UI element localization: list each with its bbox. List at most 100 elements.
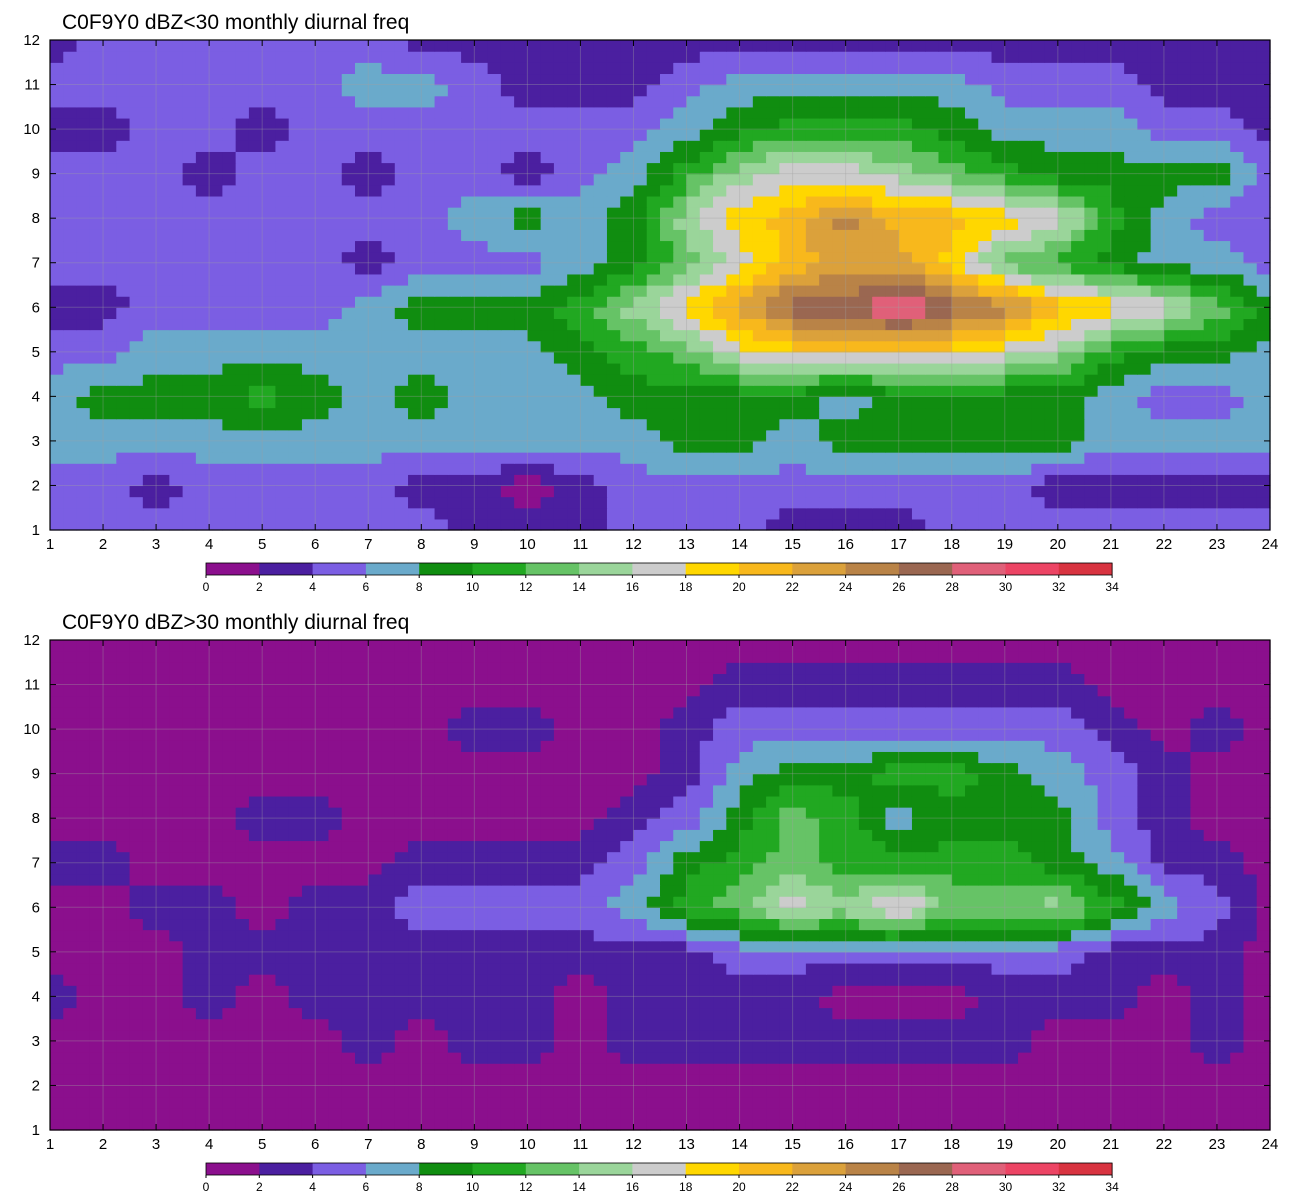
contour-cell (156, 240, 170, 253)
contour-cell (381, 318, 396, 331)
contour-cell (567, 418, 582, 431)
contour-cell (474, 507, 489, 520)
contour-cell (1084, 218, 1099, 230)
contour-cell (1216, 173, 1231, 186)
contour-cell (222, 440, 237, 453)
contour-cell (275, 207, 290, 219)
contour-cell (553, 140, 568, 152)
contour-cell (1203, 329, 1218, 342)
contour-cell (965, 51, 979, 63)
contour-cell (500, 1096, 515, 1109)
contour-cell (845, 195, 860, 208)
contour-cell (726, 95, 741, 108)
contour-cell (262, 1063, 277, 1075)
contour-cell (1256, 106, 1271, 119)
contour-cell (646, 340, 661, 353)
contour-cell (301, 184, 316, 197)
contour-cell (699, 418, 714, 431)
contour-cell (1256, 140, 1271, 152)
contour-cell (978, 362, 993, 375)
contour-cell (1256, 229, 1271, 242)
contour-cell (408, 1118, 422, 1131)
contour-cell (222, 496, 237, 509)
contour-cell (103, 1074, 117, 1087)
contour-cell (699, 496, 714, 509)
contour-cell (195, 173, 210, 186)
contour-cell (63, 340, 78, 353)
contour-cell (434, 340, 449, 353)
contour-cell (63, 229, 78, 242)
contour-cell (76, 151, 91, 164)
contour-cell (182, 95, 197, 108)
contour-cell (1190, 229, 1205, 242)
contour-cell (89, 173, 104, 186)
contour-cell (965, 307, 979, 320)
contour-cell (1071, 251, 1085, 264)
contour-cell (408, 396, 422, 409)
contour-cell (872, 229, 887, 242)
contour-cell (182, 496, 197, 509)
contour-cell (792, 162, 807, 175)
contour-cell (991, 1040, 1006, 1053)
contour-cell (514, 463, 528, 475)
contour-cell (580, 251, 595, 264)
contour-cell (805, 173, 820, 186)
contour-cell (394, 151, 409, 164)
contour-cell (89, 1074, 104, 1087)
contour-cell (925, 318, 940, 331)
contour-cell (1097, 474, 1112, 487)
contour-cell (129, 1085, 144, 1098)
contour-cell (991, 485, 1006, 498)
contour-cell (606, 1085, 621, 1098)
contour-cell (699, 507, 714, 520)
contour-cell (792, 429, 807, 442)
contour-cell (1177, 318, 1192, 331)
contour-cell (341, 418, 356, 431)
contour-cell (885, 463, 900, 475)
contour-cell (606, 1074, 621, 1087)
contour-cell (978, 318, 993, 331)
contour-cell (355, 240, 369, 253)
contour-cell (1150, 1052, 1165, 1064)
contour-cell (686, 340, 701, 353)
contour-cell (381, 273, 396, 286)
contour-cell (898, 117, 913, 130)
contour-cell (235, 329, 250, 342)
contour-cell (142, 140, 157, 152)
contour-cell (606, 474, 621, 487)
contour-cell (567, 273, 582, 286)
contour-cell (315, 407, 330, 420)
contour-cell (739, 474, 754, 487)
contour-cell (116, 485, 131, 498)
contour-cell (103, 1052, 117, 1064)
contour-cell (408, 307, 422, 320)
contour-cell (1018, 218, 1032, 230)
contour-cell (699, 51, 714, 63)
contour-cell (195, 218, 210, 230)
contour-cell (447, 1118, 462, 1131)
contour-cell (1190, 106, 1205, 119)
contour-cell (1256, 207, 1271, 219)
contour-cell (1256, 362, 1271, 375)
contour-cell (195, 195, 210, 208)
contour-cell (593, 229, 608, 242)
contour-cell (1004, 251, 1019, 264)
contour-cell (1097, 318, 1112, 331)
contour-cell (925, 195, 940, 208)
contour-cell (898, 207, 913, 219)
contour-cell (991, 51, 1006, 63)
contour-cell (885, 240, 900, 253)
contour-cell (474, 463, 489, 475)
contour-cell (938, 1118, 953, 1131)
contour-cell (63, 1029, 78, 1042)
contour-cell (222, 385, 237, 397)
contour-cell (103, 329, 117, 342)
contour-cell (779, 518, 794, 531)
contour-cell (447, 351, 462, 364)
contour-cell (1004, 207, 1019, 219)
contour-cell (646, 407, 661, 420)
contour-cell (805, 251, 820, 264)
contour-cell (1203, 251, 1218, 264)
contour-cell (752, 474, 767, 487)
contour-cell (461, 117, 475, 130)
